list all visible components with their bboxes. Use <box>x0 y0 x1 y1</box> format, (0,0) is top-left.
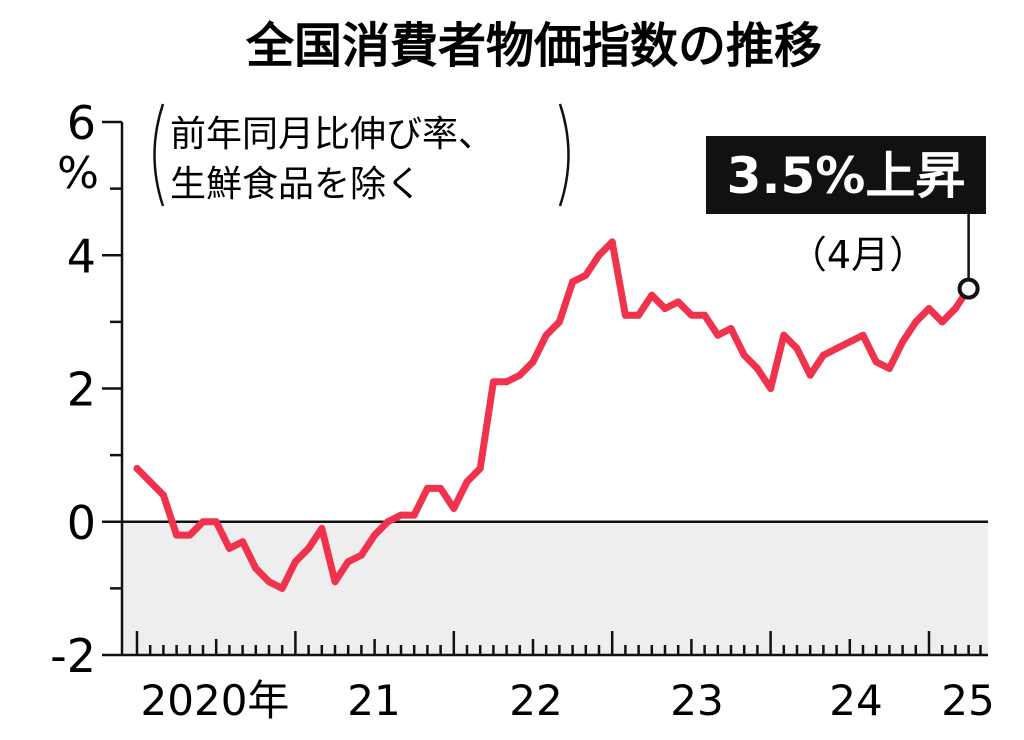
latest-value-callout: 3.5%上昇 （4月） <box>706 136 986 300</box>
data-point <box>291 558 299 566</box>
data-point <box>899 338 907 346</box>
data-point <box>542 331 550 339</box>
data-point <box>529 358 537 366</box>
y-tick-label: -2 <box>50 629 96 683</box>
data-point <box>621 311 629 319</box>
data-point <box>318 524 326 532</box>
subtitle-open-paren <box>153 103 165 207</box>
data-point <box>225 544 233 552</box>
data-point <box>450 504 458 512</box>
data-point <box>753 365 761 373</box>
negative-region-shade <box>122 521 988 655</box>
data-point <box>252 564 260 572</box>
data-point <box>859 331 867 339</box>
x-tick-label: 24 <box>829 676 882 725</box>
latest-point-marker <box>957 277 980 300</box>
data-point <box>872 358 880 366</box>
data-point <box>582 271 590 279</box>
data-point <box>687 311 695 319</box>
data-point <box>410 511 418 519</box>
data-point <box>951 305 959 313</box>
chart-subtitle: 前年同月比伸び率、 生鮮食品を除く <box>153 103 570 207</box>
data-point <box>357 551 365 559</box>
x-axis: 2020年 21 22 23 24 25 <box>122 631 995 725</box>
data-point <box>463 478 471 486</box>
data-point <box>780 331 788 339</box>
data-point <box>489 378 497 386</box>
data-point <box>384 518 392 526</box>
x-tick-label: 25 <box>941 676 994 725</box>
data-point <box>885 365 893 373</box>
data-point <box>740 351 748 359</box>
y-tick-label: 6 <box>67 96 96 150</box>
data-point <box>146 478 154 486</box>
callout-label: 3.5%上昇 <box>727 147 966 205</box>
data-point <box>925 305 933 313</box>
data-point <box>767 385 775 392</box>
data-point <box>833 345 841 353</box>
data-point <box>265 578 273 586</box>
data-point <box>159 491 167 499</box>
data-point <box>503 378 511 386</box>
data-point <box>305 544 313 552</box>
data-point <box>819 351 827 359</box>
data-point <box>516 371 524 379</box>
data-point <box>806 371 814 379</box>
callout-box <box>706 136 986 214</box>
x-tick-label: 23 <box>670 676 723 725</box>
data-point <box>569 278 577 286</box>
series-line-cpi <box>133 238 973 592</box>
data-point <box>212 518 220 526</box>
y-tick-label: 4 <box>67 229 96 283</box>
data-point <box>371 531 379 539</box>
data-point <box>423 484 431 492</box>
subtitle-line-2: 生鮮食品を除く <box>170 164 422 205</box>
data-point <box>278 584 286 592</box>
data-point <box>476 464 484 472</box>
x-tick-label: 21 <box>347 676 400 725</box>
data-point <box>674 298 682 306</box>
y-unit-label: % <box>57 148 99 199</box>
subtitle-close-paren <box>558 103 570 207</box>
data-point <box>239 538 247 546</box>
data-point <box>133 464 141 472</box>
chart-title: 全国消費者物価指数の推移 <box>245 18 822 74</box>
series-points <box>133 238 973 592</box>
callout-sublabel: （4月） <box>789 233 927 277</box>
y-tick-label: 0 <box>67 496 96 550</box>
data-point <box>397 511 405 519</box>
y-axis: 6 4 2 0 -2 <box>50 96 988 683</box>
data-point <box>661 305 669 313</box>
data-point <box>793 345 801 353</box>
data-point <box>555 318 563 326</box>
data-point <box>344 558 352 566</box>
data-point <box>331 578 339 586</box>
data-point <box>635 311 643 319</box>
data-point <box>727 325 735 333</box>
data-point <box>714 331 722 339</box>
x-tick-label: 22 <box>509 676 562 725</box>
data-point <box>701 311 709 319</box>
data-point <box>437 484 445 492</box>
data-point <box>595 251 603 259</box>
data-point <box>608 238 616 246</box>
data-point <box>186 531 194 539</box>
data-point <box>912 318 920 326</box>
data-point <box>648 291 656 299</box>
subtitle-line-1: 前年同月比伸び率、 <box>170 114 494 155</box>
data-point <box>846 338 854 346</box>
data-point <box>199 518 207 526</box>
y-tick-label: 2 <box>67 363 96 417</box>
data-point <box>173 531 181 539</box>
x-tick-label: 2020年 <box>141 676 290 725</box>
data-point <box>938 318 946 326</box>
